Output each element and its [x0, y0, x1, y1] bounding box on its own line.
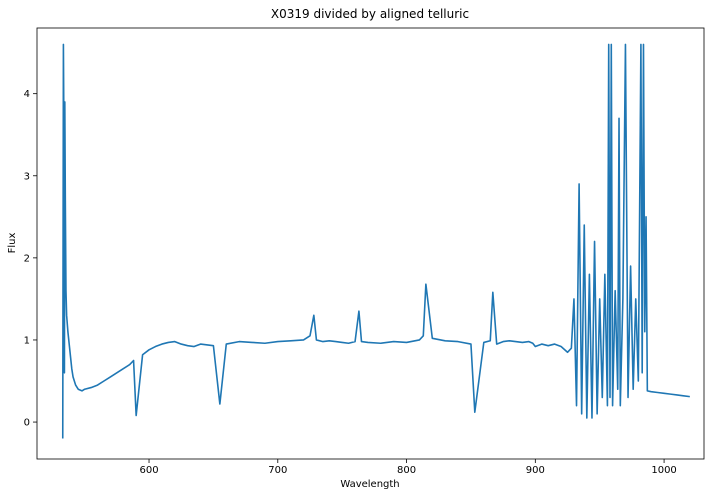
axes-frame — [36, 27, 705, 460]
y-tick-label: 2 — [24, 253, 30, 264]
x-tick-label: 700 — [268, 465, 287, 476]
x-tick-label: 800 — [397, 465, 416, 476]
plot-area — [36, 27, 705, 460]
x-tick-label: 600 — [139, 465, 158, 476]
y-tick-label: 3 — [24, 171, 30, 182]
chart-title: X0319 divided by aligned telluric — [271, 7, 469, 21]
x-axis: 600 700 800 900 1000 — [139, 459, 677, 476]
x-axis-label: Wavelength — [340, 479, 399, 490]
y-tick-label: 0 — [24, 418, 30, 429]
x-tick-label: 1000 — [651, 465, 676, 476]
y-tick-label: 4 — [24, 89, 30, 100]
y-axis: 0 1 2 3 4 — [24, 89, 37, 429]
series-line-0 — [61, 43, 690, 439]
y-axis-label: Flux — [7, 233, 18, 254]
y-tick-label: 1 — [24, 335, 30, 346]
x-tick-label: 900 — [526, 465, 545, 476]
series-layer — [61, 43, 690, 439]
